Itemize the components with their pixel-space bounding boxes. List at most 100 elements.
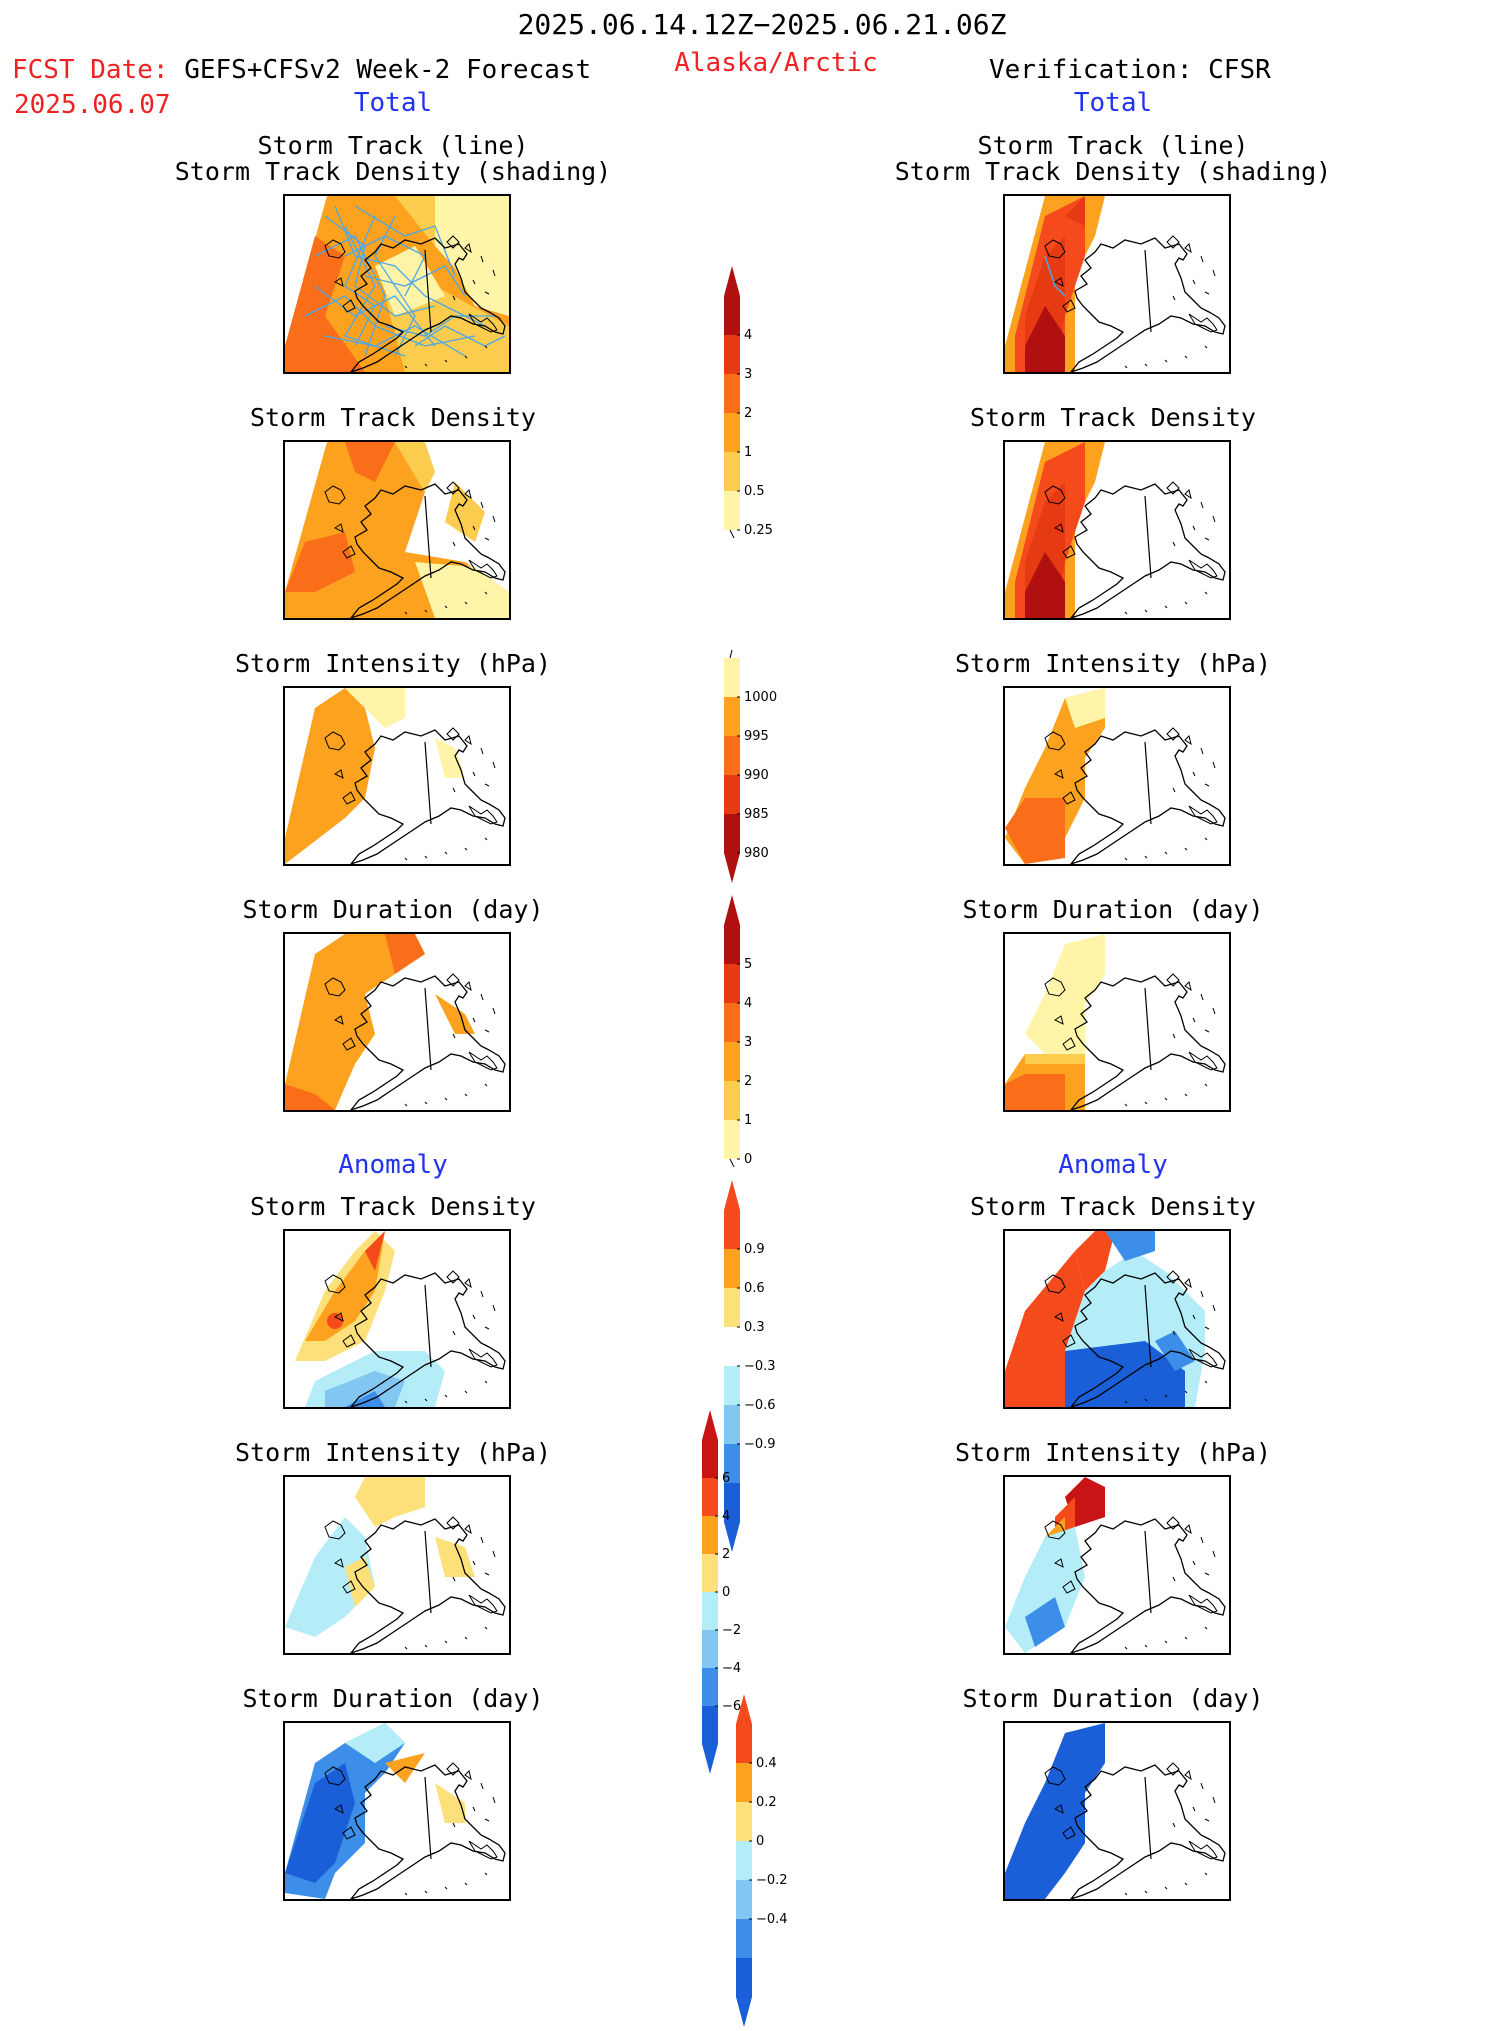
colorbar-intensity-anomaly: 6 4 2 0 −2 −4 −6 bbox=[700, 1410, 790, 1778]
colorbar-bottom-cap bbox=[724, 1522, 740, 1552]
colorbar-tick-label: 1000 bbox=[744, 690, 777, 705]
colorbar-swatch bbox=[702, 1478, 718, 1516]
colorbar-swatch bbox=[702, 1440, 718, 1478]
colorbar-tick-label: 0 bbox=[744, 1152, 752, 1167]
map-verif-intensity-anomaly bbox=[1003, 1475, 1231, 1655]
colorbar-swatch bbox=[724, 374, 740, 413]
colorbar-swatch bbox=[724, 1081, 740, 1120]
colorbar-tick-label: 4 bbox=[744, 996, 752, 1011]
colorbar-swatch bbox=[724, 335, 740, 374]
title-density-anom-left: Storm Track Density bbox=[250, 1192, 536, 1221]
map-verif-intensity bbox=[1003, 686, 1231, 866]
colorbar-swatch bbox=[736, 1763, 752, 1802]
colorbar-swatch bbox=[724, 1444, 740, 1483]
colorbar-tick-label: 0 bbox=[756, 1834, 764, 1849]
colorbar-swatch bbox=[736, 1958, 752, 1997]
colorbar-tick-label: 0.25 bbox=[744, 523, 773, 538]
colorbar-tick-label: −6 bbox=[722, 1699, 741, 1714]
colorbar-swatch bbox=[724, 1405, 740, 1444]
title-duration-left: Storm Duration (day) bbox=[242, 895, 544, 924]
colorbar-tick-label: 4 bbox=[722, 1509, 730, 1524]
colorbar-swatch bbox=[724, 1042, 740, 1081]
colorbar-density-anomaly: 0.9 0.6 0.3 −0.3 −0.6 −0.9 bbox=[722, 1180, 812, 1556]
map-verif-duration-anomaly bbox=[1003, 1721, 1231, 1901]
fcst-date: 2025.06.07 bbox=[14, 90, 171, 120]
title-track-line-right: Storm Track (line) bbox=[977, 131, 1249, 160]
map-forecast-intensity-anomaly bbox=[283, 1475, 511, 1655]
colorbar-duration-total: 5 4 3 2 1 0 bbox=[722, 895, 812, 1171]
colorbar-tick-label: 3 bbox=[744, 1035, 752, 1050]
colorbar-bottom-cap bbox=[702, 1744, 718, 1774]
colorbar-swatch bbox=[724, 775, 740, 814]
colorbar-duration-anomaly: 0.4 0.2 0 −0.2 −0.4 bbox=[734, 1694, 824, 2031]
colorbar-tick-label: −0.2 bbox=[756, 1873, 788, 1888]
title-density-left: Storm Track Density bbox=[250, 403, 536, 432]
map-forecast-duration bbox=[283, 932, 511, 1112]
colorbar-swatch bbox=[702, 1554, 718, 1592]
title-track-shading-left: Storm Track Density (shading) bbox=[174, 157, 612, 186]
title-intensity-right: Storm Intensity (hPa) bbox=[954, 649, 1272, 678]
colorbar-tick-label: 995 bbox=[744, 729, 769, 744]
colorbar-tick-label: 6 bbox=[722, 1471, 730, 1486]
colorbar-tick-label: −0.3 bbox=[744, 1359, 776, 1374]
colorbar-tick-label: 0.9 bbox=[744, 1242, 765, 1257]
map-verif-density bbox=[1003, 440, 1231, 620]
colorbar-tick-label: 985 bbox=[744, 807, 769, 822]
colorbar-tick-label: 2 bbox=[744, 1074, 752, 1089]
fcst-model: GEFS+CFSv2 Week-2 Forecast bbox=[184, 55, 592, 85]
colorbar-swatch bbox=[724, 413, 740, 452]
colorbar-tick-label: 5 bbox=[744, 957, 752, 972]
colorbar-swatch bbox=[702, 1668, 718, 1706]
colorbar-swatch bbox=[724, 452, 740, 491]
map-verif-duration bbox=[1003, 932, 1231, 1112]
map-forecast-density bbox=[283, 440, 511, 620]
colorbar-swatch bbox=[724, 1210, 740, 1249]
map-forecast-track-density bbox=[283, 194, 511, 374]
colorbar-swatch bbox=[724, 925, 740, 964]
colorbar-bottom-cap bbox=[736, 1997, 752, 2027]
colorbar-tick-label: −0.4 bbox=[756, 1912, 788, 1927]
colorbar-top-cap bbox=[724, 895, 740, 925]
colorbar-top-cap bbox=[702, 1410, 718, 1440]
forecast-period: 2025.06.14.12Z−2025.06.21.06Z bbox=[517, 8, 1007, 41]
colorbar-tick-label: 0 bbox=[722, 1585, 730, 1600]
map-verif-density-anomaly bbox=[1003, 1229, 1231, 1409]
title-density-anom-right: Storm Track Density bbox=[970, 1192, 1256, 1221]
colorbar-tick-label: 990 bbox=[744, 768, 769, 783]
title-intensity-anom-left: Storm Intensity (hPa) bbox=[234, 1438, 552, 1467]
colorbar-swatch bbox=[724, 1288, 740, 1327]
colorbar-swatch bbox=[736, 1724, 752, 1763]
title-duration-anom-left: Storm Duration (day) bbox=[242, 1684, 544, 1713]
fcst-date-line: FCST Date: GEFS+CFSv2 Week-2 Forecast bbox=[12, 55, 591, 85]
colorbar-swatch bbox=[724, 1249, 740, 1288]
colorbar-bottom-cap bbox=[724, 853, 740, 883]
colorbar-top-cap bbox=[724, 266, 740, 296]
colorbar-tick-label: 980 bbox=[744, 846, 769, 861]
section-total-left: Total bbox=[353, 88, 433, 118]
section-anomaly-left: Anomaly bbox=[338, 1150, 448, 1180]
title-track-line-left: Storm Track (line) bbox=[257, 131, 529, 160]
colorbar-swatch bbox=[724, 814, 740, 853]
colorbar-swatch bbox=[702, 1592, 718, 1630]
colorbar-swatch bbox=[724, 736, 740, 775]
colorbar-swatch bbox=[724, 296, 740, 335]
title-intensity-left: Storm Intensity (hPa) bbox=[234, 649, 552, 678]
colorbar-swatch bbox=[724, 1003, 740, 1042]
colorbar-swatch bbox=[702, 1630, 718, 1668]
fcst-date-label: FCST Date: bbox=[12, 55, 169, 85]
colorbar-swatch bbox=[724, 964, 740, 1003]
map-forecast-duration-anomaly bbox=[283, 1721, 511, 1901]
colorbar-swatch bbox=[724, 491, 740, 530]
colorbar-swatch bbox=[724, 1483, 740, 1522]
section-anomaly-right: Anomaly bbox=[1058, 1150, 1168, 1180]
colorbar-swatch bbox=[724, 658, 740, 697]
colorbar-swatch bbox=[702, 1706, 718, 1744]
colorbar-tick-label: 1 bbox=[744, 445, 752, 460]
colorbar-swatch bbox=[736, 1841, 752, 1880]
colorbar-tick-label: 0.6 bbox=[744, 1281, 765, 1296]
colorbar-tick-label: 0.2 bbox=[756, 1795, 777, 1810]
map-forecast-density-anomaly bbox=[283, 1229, 511, 1409]
colorbar-tick-label: −0.9 bbox=[744, 1437, 776, 1452]
colorbar-tick-label: 0.3 bbox=[744, 1320, 765, 1335]
map-forecast-intensity bbox=[283, 686, 511, 866]
